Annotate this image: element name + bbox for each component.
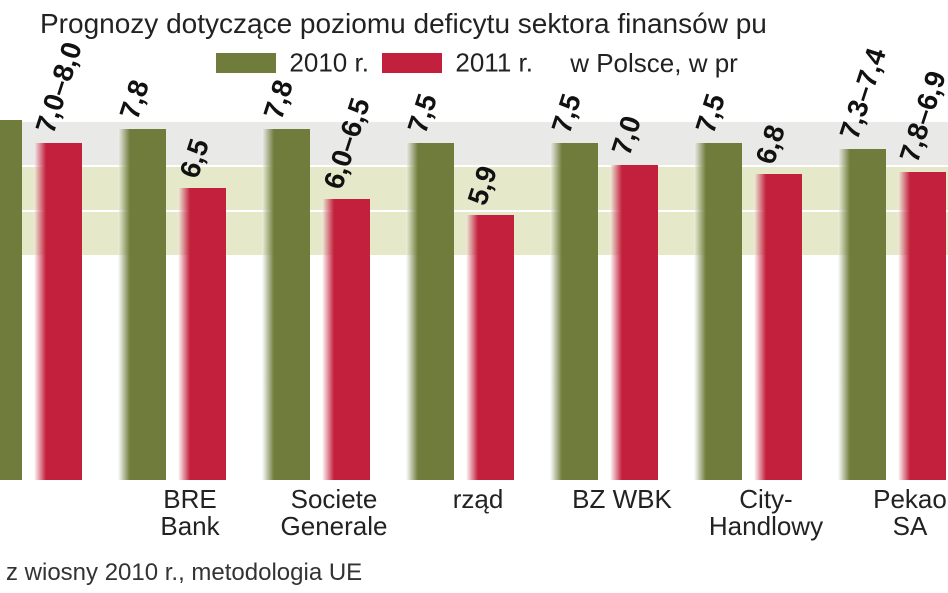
plot-area: 7,0–8,07,86,57,86,0–6,57,55,97,57,07,56,… xyxy=(0,120,948,480)
chart-footnote: z wiosny 2010 r., metodologia UE xyxy=(6,559,362,587)
legend-label-2010: 2010 r. xyxy=(289,48,369,78)
x-axis-label: rząd xyxy=(396,486,560,513)
x-axis-label: BRE Bank xyxy=(108,486,272,541)
bar-2011 xyxy=(898,172,946,480)
chart-container: { "title": "Prognozy dotyczące poziomu d… xyxy=(0,0,948,593)
bar-2011 xyxy=(466,215,514,481)
bar-2010 xyxy=(0,120,22,480)
legend-swatch-2011 xyxy=(382,53,442,73)
bar-2011 xyxy=(754,174,802,480)
x-axis-label: Societe Generale xyxy=(252,486,416,541)
bar-2011 xyxy=(34,143,82,481)
bar-2010 xyxy=(262,129,310,480)
bar-2010 xyxy=(406,143,454,481)
bar-2011 xyxy=(610,165,658,480)
x-axis-label: Pekao SA xyxy=(828,486,948,541)
bar-2010 xyxy=(118,129,166,480)
x-axis-labels: BRE BankSociete GeneralerządBZ WBKCity- … xyxy=(0,486,948,556)
legend-swatch-2010 xyxy=(216,53,276,73)
bar-2010 xyxy=(694,143,742,481)
bar-2011 xyxy=(322,199,370,480)
legend-label-2011: 2011 r. xyxy=(455,48,533,78)
bar-value-label: 7,8 xyxy=(258,76,300,123)
x-axis-label: BZ WBK xyxy=(540,486,704,513)
x-axis-label: City- Handlowy xyxy=(684,486,848,541)
bar-2010 xyxy=(838,149,886,480)
bar-2011 xyxy=(178,188,226,481)
legend: 2010 r. 2011 r. w Polsce, w pr xyxy=(0,46,948,79)
chart-title: Prognozy dotyczące poziomu deficytu sekt… xyxy=(40,8,948,40)
bar-value-label: 7,8 xyxy=(114,76,156,123)
bar-2010 xyxy=(550,143,598,481)
legend-extra: w Polsce, w pr xyxy=(570,48,738,78)
